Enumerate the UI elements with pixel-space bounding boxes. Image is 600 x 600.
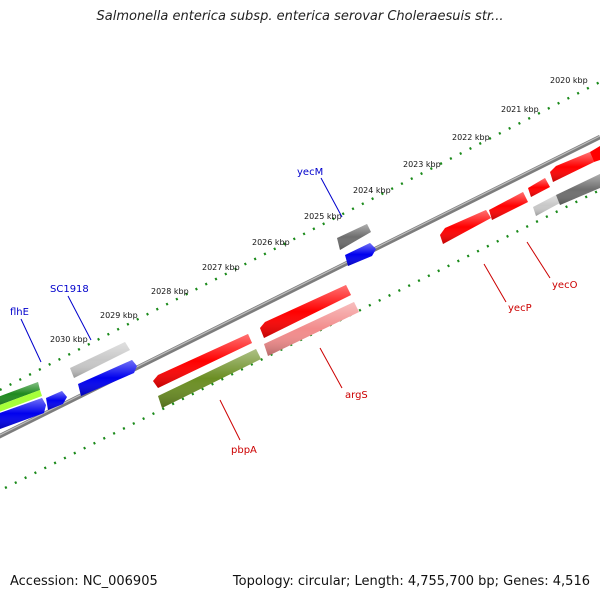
upper-ruler-line	[0, 80, 600, 392]
reverse-genes	[153, 146, 600, 408]
gene-label-yecP[interactable]: yecP	[508, 303, 532, 314]
ruler-label-2025: 2025 kbp	[304, 212, 342, 221]
accession-text: Accession: NC_006905	[10, 574, 158, 589]
gene-pink[interactable]	[264, 302, 359, 356]
genome-summary-text: Topology: circular; Length: 4,755,700 bp…	[232, 574, 590, 589]
ruler-label-2026: 2026 kbp	[252, 238, 290, 247]
gene-olive[interactable]	[158, 349, 261, 408]
gene-green-left-1[interactable]	[0, 382, 40, 406]
ruler-label-2030: 2030 kbp	[50, 335, 88, 344]
gene-blue-sc1918-adjacent[interactable]	[78, 360, 137, 396]
gene-label-argS[interactable]: argS	[345, 390, 368, 401]
leader-yecP	[483, 263, 507, 303]
leader-pbpA	[219, 399, 241, 441]
gene-yecO[interactable]	[550, 152, 594, 182]
ruler-label-2027: 2027 kbp	[202, 263, 240, 272]
map-title: Salmonella enterica subsp. enterica sero…	[96, 9, 504, 24]
ruler-label-2024: 2024 kbp	[353, 186, 391, 195]
ruler-label-2022: 2022 kbp	[452, 133, 490, 142]
upper-ruler	[0, 80, 600, 392]
gene-blue-small[interactable]	[46, 391, 67, 410]
ruler-label-2020: 2020 kbp	[550, 76, 588, 85]
lower-ruler-line	[4, 188, 600, 490]
gene-red-mid[interactable]	[489, 192, 528, 220]
gene-SC1918[interactable]	[70, 342, 130, 378]
forward-genes	[0, 174, 600, 429]
gene-yecM[interactable]	[337, 224, 371, 250]
gene-gray-right[interactable]	[556, 174, 600, 205]
gene-yecP[interactable]	[440, 210, 491, 244]
gene-label-flhE[interactable]: flhE	[10, 307, 29, 318]
gene-pbpA[interactable]	[153, 334, 252, 388]
leader-yecO	[526, 241, 551, 279]
gene-red-small[interactable]	[528, 178, 550, 197]
leader-yecM	[320, 177, 343, 218]
gene-red-edge[interactable]	[590, 146, 600, 162]
lower-ruler	[4, 188, 600, 490]
label-leaders	[20, 177, 551, 441]
genome-backbone	[0, 134, 600, 439]
gene-label-pbpA[interactable]: pbpA	[231, 445, 257, 456]
gene-label-yecM[interactable]: yecM	[297, 167, 323, 178]
leader-flhE	[20, 318, 42, 363]
leader-argS	[319, 347, 343, 389]
ruler-label-2029: 2029 kbp	[100, 311, 138, 320]
gene-lightgreen-left[interactable]	[0, 390, 42, 412]
gene-lightgray-right[interactable]	[533, 195, 560, 216]
gene-blue-yecm-adjacent[interactable]	[345, 243, 376, 266]
ruler-label-2023: 2023 kbp	[403, 160, 441, 169]
gene-flhE[interactable]	[0, 398, 46, 429]
ruler-label-2028: 2028 kbp	[151, 287, 189, 296]
gene-label-SC1918[interactable]: SC1918	[50, 284, 89, 295]
ruler-label-2021: 2021 kbp	[501, 105, 539, 114]
gene-argS[interactable]	[260, 285, 351, 338]
leader-SC1918	[67, 295, 92, 341]
gene-label-yecO[interactable]: yecO	[552, 280, 578, 291]
